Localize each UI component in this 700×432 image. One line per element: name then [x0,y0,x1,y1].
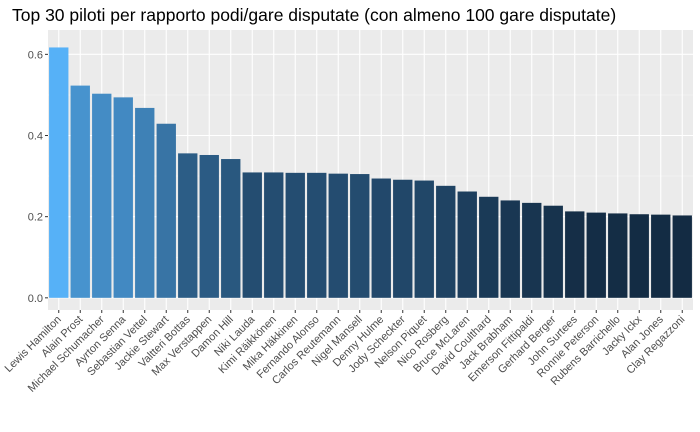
bars [49,47,692,298]
grid-minor [48,94,693,258]
bar-nelson-piquet [414,180,434,298]
bar-jacky-ickx [629,214,649,298]
bar-emerson-fittipaldi [522,202,542,298]
bar-lewis-hamilton [49,47,69,298]
bar-john-surtees [565,211,585,298]
bar-niki-lauda [242,172,262,298]
y-tick-label: 0.0 [28,293,43,305]
bar-damon-hill [221,159,241,298]
bar-gerhard-berger [543,205,563,298]
chart-title: Top 30 piloti per rapporto podi/gare dis… [12,5,617,25]
bar-bruce-mclaren [457,191,477,298]
bar-alain-prost [70,85,90,298]
y-tick-label: 0.2 [28,212,43,224]
bar-kimi-r-ikk-nen [264,172,284,298]
bar-jack-brabham [500,200,520,298]
bar-alan-jones [651,214,671,298]
y-axis: 0.0 0.2 0.4 0.6 [28,49,48,305]
bar-fernando-alonso [307,172,327,298]
bar-jackie-stewart [156,123,176,298]
bar-ronnie-peterson [586,212,606,298]
bar-rubens-barrichello [608,213,628,298]
bar-mika-h-kkinen [285,172,305,298]
bar-nico-rosberg [436,185,456,298]
bar-carlos-reutemann [328,173,348,298]
bar-denny-hulme [371,178,391,298]
y-tick-label: 0.4 [28,131,43,143]
bar-max-verstappen [199,154,219,298]
bar-david-coulthard [479,196,499,298]
bar-clay-regazzoni [672,215,692,298]
bar-jody-scheckter [393,179,413,298]
bar-valtteri-bottas [178,153,198,298]
bar-ayrton-senna [113,97,133,298]
bar-nigel-mansell [350,174,370,298]
bar-sebastian-vettel [135,107,155,298]
plot-panel [48,30,693,310]
y-tick-label: 0.6 [28,49,43,61]
bar-michael-schumacher [92,93,112,298]
